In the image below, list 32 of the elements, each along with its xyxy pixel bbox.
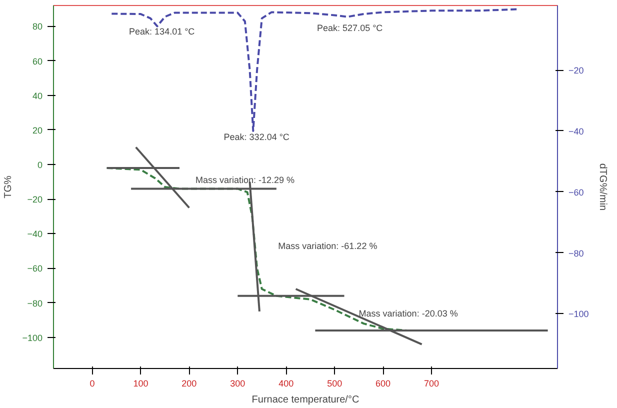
y-tick-label: −60 <box>27 264 43 274</box>
y2-tick-label: −80 <box>568 248 584 258</box>
x-tick-label: 100 <box>133 378 148 388</box>
y-tick-label: 20 <box>32 125 43 136</box>
x-axis-title: Furnace temperature/°C <box>252 394 360 406</box>
y2-tick-label: −40 <box>568 126 584 136</box>
x-tick-label: 700 <box>424 378 440 388</box>
x-tick-label: 600 <box>376 378 391 388</box>
y2-tick-label: −60 <box>568 187 584 198</box>
x-tick-label: 0 <box>90 378 95 388</box>
x-tick-label: 400 <box>278 378 294 388</box>
y-tick-label: 40 <box>32 90 43 101</box>
x-tick-label: 500 <box>327 378 342 388</box>
annotation: Mass variation: -12.29 % <box>196 175 295 186</box>
annotation: Mass variation: -61.22 % <box>278 240 378 251</box>
y-tick-label: 0 <box>37 160 43 170</box>
y-tick-label: −20 <box>27 194 43 205</box>
annotation: Peak: 134.01 °C <box>129 26 196 36</box>
y-tick-label: 80 <box>32 22 43 32</box>
y2-tick-label: −100 <box>568 309 589 320</box>
y-axis-title: TG% <box>3 176 14 198</box>
annotation: Peak: 332.04 °C <box>224 132 290 142</box>
x-tick-label: 200 <box>182 378 197 388</box>
x-tick-label: 300 <box>230 378 246 388</box>
y-tick-label: −80 <box>27 298 43 308</box>
y2-tick-label: −20 <box>568 66 584 76</box>
y-tick-label: 60 <box>32 56 43 66</box>
y-tick-label: −40 <box>27 229 43 240</box>
y-tick-label: −100 <box>22 332 43 343</box>
annotation: Mass variation: -20.03 % <box>358 308 458 318</box>
annotation: Peak: 527.05 °C <box>317 23 384 34</box>
y2-axis-title: dTG%/min <box>596 163 608 211</box>
